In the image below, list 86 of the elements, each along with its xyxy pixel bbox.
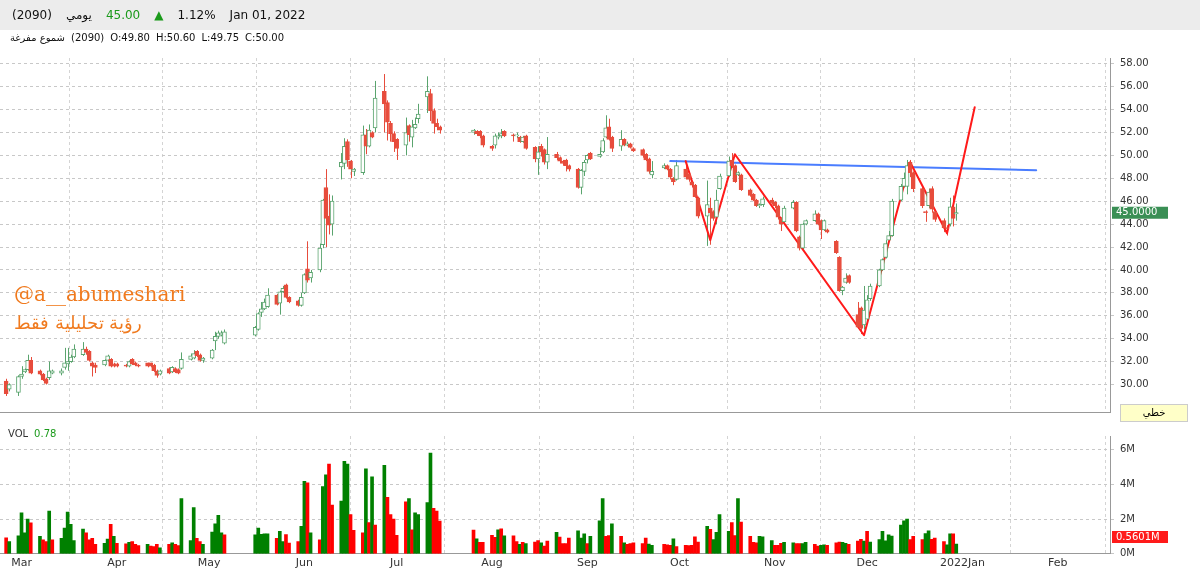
annotation: 0.78 [34,428,57,439]
bar [567,537,571,554]
candlestick [302,272,307,295]
x-tick-label: Jul [389,556,404,570]
y-tick-label: 46.00 [1120,194,1149,206]
bar [868,541,872,554]
bar [158,547,162,554]
bar [576,530,580,554]
annotation: رؤية تحليلية فقط [14,312,144,333]
text: C:50.00 [245,32,285,43]
bar [911,535,916,554]
bar [327,463,331,554]
x-tick-label: Dec [856,556,878,570]
text: 0.5601M [1116,530,1160,542]
x-tick-label: 2022Jan [939,556,985,570]
bar [47,510,52,554]
bar [739,521,743,554]
y-tick-label: 44.00 [1120,217,1149,229]
y-tick-label: 52.00 [1120,126,1149,138]
y-tick-label: 30.00 [1120,378,1149,390]
y-tick-label: 4M [1120,478,1135,490]
x-tick-label: May [197,556,221,570]
y-tick-label: 38.00 [1120,286,1149,298]
bar [951,533,956,554]
y-tick-label: 42.00 [1120,240,1149,252]
bar [708,529,713,554]
bar [28,522,33,554]
text: 1.12% [177,8,216,22]
bar [693,536,697,554]
bar [373,524,377,554]
y-tick-label: 58.00 [1120,57,1149,69]
text: (2090) [71,32,105,43]
text: ▲ [154,8,164,22]
bar [284,534,288,554]
bar [585,543,590,554]
bar [370,476,374,554]
y-tick-label: 32.00 [1120,355,1149,367]
bar [191,507,196,554]
x-tick-label: Aug [481,556,503,570]
x-tick-label: Oct [670,556,690,570]
y-tick-label: 0M [1120,547,1135,559]
x-tick-label: Nov [764,556,787,570]
bar [729,522,734,554]
bar [610,523,614,554]
annotation: @a__abumeshari [14,282,186,306]
bar [954,543,959,554]
x-tick-label: Mar [11,556,33,570]
y-tick-label: 56.00 [1120,80,1149,92]
text: 45.00 [105,8,141,22]
text: خطي [1142,407,1166,418]
y-tick-label: 2M [1120,512,1135,524]
text: L:49.75 [201,32,240,43]
y-tick-label: 54.00 [1120,103,1149,115]
y-tick-label: 40.00 [1120,263,1149,275]
x-tick-label: Feb [1047,556,1068,570]
text: Jan 01, 2022 [229,8,306,22]
y-tick-label: 34.00 [1120,332,1149,344]
y-tick-label: 6M [1120,443,1135,455]
text: O:49.80 [110,32,150,43]
text: (2090) [12,8,52,22]
y-tick-label: 50.00 [1120,148,1149,160]
bar [256,527,261,554]
text: 45.0000 [1116,206,1158,218]
text: H:50.60 [155,32,196,43]
y-tick-label: 36.00 [1120,309,1149,321]
bar [7,541,12,554]
y-tick-label: 48.00 [1120,171,1149,183]
bar [277,530,282,554]
bar [865,531,869,554]
bar [545,540,550,554]
bar [216,515,221,554]
bar [769,540,774,554]
bar [115,542,119,554]
x-tick-label: Sep [576,556,598,570]
text: يومي [65,8,92,22]
x-tick-label: Jun [294,556,314,570]
bar [364,468,368,554]
bar [296,541,301,554]
bar [736,498,740,554]
text: شموع مفرغة [10,32,65,43]
chart-title: VOL [8,428,29,439]
x-tick-label: Apr [107,556,127,570]
bar [50,539,55,554]
bar [108,524,113,554]
bar [502,535,507,554]
bar [650,544,654,554]
